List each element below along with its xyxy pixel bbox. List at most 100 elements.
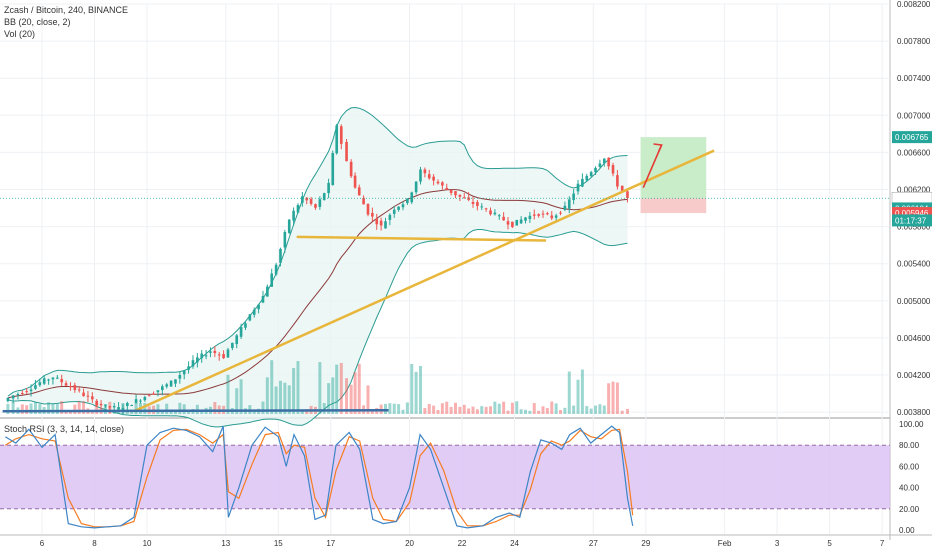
candle-body bbox=[182, 370, 186, 375]
volume-bar bbox=[349, 384, 353, 414]
volume-bar bbox=[165, 403, 169, 414]
candle-body bbox=[515, 219, 519, 226]
candle-body bbox=[537, 214, 540, 216]
volume-bar bbox=[6, 403, 10, 414]
countdown-label: 01:17:37 bbox=[895, 216, 927, 225]
volume-bar bbox=[502, 401, 506, 414]
candle-body bbox=[607, 157, 610, 167]
candle-body bbox=[594, 167, 597, 173]
candle-body bbox=[6, 397, 10, 402]
volume-bar bbox=[515, 401, 519, 414]
volume-bar bbox=[414, 371, 418, 414]
volume-bar bbox=[563, 407, 567, 414]
candle-body bbox=[519, 219, 523, 224]
volume-bar bbox=[388, 403, 392, 414]
volume-bar bbox=[287, 385, 291, 414]
volume-bar bbox=[537, 410, 541, 414]
bb-indicator-label: BB (20, close, 2) bbox=[4, 17, 71, 27]
candle-body bbox=[366, 203, 370, 215]
volume-bar bbox=[598, 404, 602, 414]
volume-bar bbox=[353, 372, 357, 414]
stoch-band bbox=[0, 445, 890, 509]
volume-bar bbox=[11, 402, 15, 414]
price-tick-label: 0.004600 bbox=[897, 334, 931, 343]
candle-body bbox=[353, 175, 357, 188]
volume-bar bbox=[392, 403, 396, 414]
candle-body bbox=[187, 366, 190, 370]
volume-bar bbox=[366, 385, 370, 414]
candle-body bbox=[204, 355, 208, 357]
volume-bar bbox=[239, 379, 243, 414]
candle-body bbox=[257, 304, 260, 310]
candle-body bbox=[196, 357, 199, 363]
candle-body bbox=[349, 161, 353, 177]
volume-bar bbox=[580, 369, 584, 414]
price-tick-label: 0.007800 bbox=[897, 37, 931, 46]
candle-body bbox=[169, 380, 173, 387]
volume-bar bbox=[77, 401, 81, 414]
candle-body bbox=[345, 141, 348, 162]
candle-body bbox=[112, 406, 116, 408]
volume-bar bbox=[401, 409, 405, 414]
volume-bar bbox=[235, 388, 239, 414]
candle-body bbox=[38, 382, 42, 386]
volume-bar bbox=[156, 404, 160, 414]
volume-bar bbox=[252, 410, 256, 414]
candle-body bbox=[21, 393, 24, 395]
volume-bar bbox=[178, 402, 182, 414]
candle-body bbox=[427, 174, 431, 179]
volume-bar bbox=[519, 409, 523, 414]
candle-body bbox=[86, 395, 90, 397]
volume-bar bbox=[64, 410, 68, 414]
volume-bar bbox=[20, 404, 24, 414]
candle-body bbox=[60, 378, 64, 383]
volume-bar bbox=[73, 404, 77, 414]
candle-body bbox=[73, 385, 77, 391]
volume-bar bbox=[213, 401, 217, 414]
volume-bar bbox=[25, 405, 29, 414]
volume-bar bbox=[187, 410, 191, 414]
candle-body bbox=[244, 323, 247, 328]
candle-body bbox=[506, 221, 510, 225]
volume-bar bbox=[576, 379, 580, 414]
volume-bar bbox=[458, 406, 462, 414]
volume-bar bbox=[345, 378, 349, 414]
price-tag bbox=[892, 131, 932, 144]
volume-bar bbox=[274, 386, 278, 414]
candle-body bbox=[95, 400, 99, 406]
candle-body bbox=[161, 386, 164, 391]
candle-body bbox=[581, 178, 584, 187]
candle-body bbox=[554, 215, 558, 218]
volume-bar bbox=[195, 404, 199, 414]
candle-body bbox=[524, 217, 527, 221]
volume-bar bbox=[134, 402, 138, 414]
volume-bar bbox=[510, 402, 514, 414]
candle-body bbox=[502, 216, 505, 221]
candle-body bbox=[309, 198, 313, 204]
volume-bar bbox=[29, 403, 33, 414]
volume-bar bbox=[524, 409, 528, 414]
candle-body bbox=[270, 273, 274, 287]
volume-bar bbox=[480, 406, 484, 414]
candle-body bbox=[134, 399, 138, 403]
volume-bar bbox=[278, 380, 282, 414]
price-tag-label: 0.006765 bbox=[895, 133, 929, 142]
candle-body bbox=[99, 403, 103, 406]
time-tick-label: 8 bbox=[92, 539, 97, 548]
candle-body bbox=[406, 198, 409, 204]
volume-bar bbox=[405, 402, 409, 414]
volume-bar bbox=[182, 404, 186, 414]
candle-body bbox=[104, 404, 107, 406]
time-tick-label: 27 bbox=[589, 539, 598, 548]
volume-bar bbox=[82, 401, 86, 414]
candle-body bbox=[287, 219, 291, 233]
candle-body bbox=[292, 210, 295, 221]
volume-bar bbox=[261, 401, 265, 414]
candle-body bbox=[226, 349, 230, 358]
candle-body bbox=[11, 395, 15, 399]
candle-body bbox=[222, 354, 225, 359]
volume-bar bbox=[38, 403, 42, 414]
stoch-tick-label: 60.00 bbox=[899, 462, 920, 471]
